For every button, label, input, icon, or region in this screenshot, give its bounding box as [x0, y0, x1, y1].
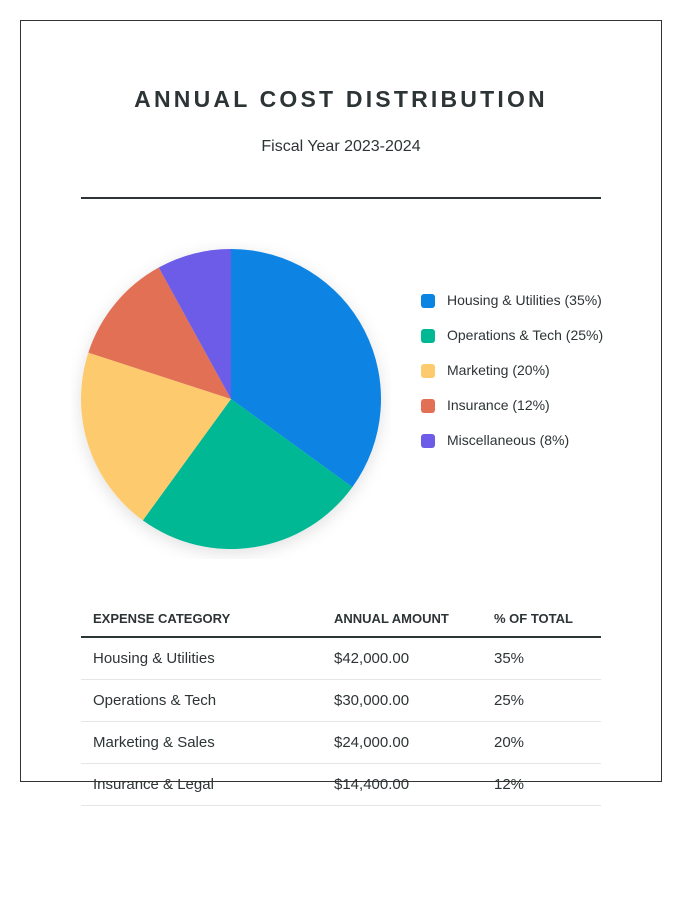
pie-slice-marketing [81, 352, 232, 521]
legend-label: Miscellaneous (8%) [447, 432, 570, 448]
table-header-row: EXPENSE CATEGORY ANNUAL AMOUNT % OF TOTA… [81, 600, 601, 638]
table-row: Insurance & Legal $14,400.00 12% [81, 763, 601, 806]
category-cell: Housing & Utilities [81, 637, 322, 680]
percent-cell: 12% [482, 763, 601, 806]
category-cell: Marketing & Sales [81, 721, 322, 764]
legend-label: Housing & Utilities (35%) [447, 292, 602, 308]
legend-item: Insurance (12%) [421, 394, 611, 417]
legend: Housing & Utilities (35%) Operations & T… [421, 289, 611, 464]
percent-cell: 25% [482, 679, 601, 722]
legend-label: Marketing (20%) [447, 362, 550, 378]
pie-slice-insurance [88, 267, 231, 399]
legend-swatch [421, 328, 435, 343]
column-header: EXPENSE CATEGORY [81, 600, 322, 638]
amount-cell: $14,400.00 [322, 763, 482, 806]
percent-cell: 20% [482, 721, 601, 764]
legend-swatch [421, 293, 435, 308]
legend-swatch [421, 363, 435, 378]
amount-cell: $24,000.00 [322, 721, 482, 764]
legend-item: Marketing (20%) [421, 359, 611, 382]
pie-slice-miscellaneous [158, 249, 231, 399]
chart-subtitle: Fiscal Year 2023-2024 [261, 138, 421, 155]
column-header: ANNUAL AMOUNT [322, 600, 482, 638]
legend-item: Miscellaneous (8%) [421, 429, 611, 452]
table-row: Operations & Tech $30,000.00 25% [81, 679, 601, 722]
chart-title: ANNUAL COST DISTRIBUTION [134, 86, 548, 112]
pie-slice-housing-utilities [231, 249, 381, 488]
column-header: % OF TOTAL [482, 600, 601, 638]
amount-cell: $42,000.00 [322, 637, 482, 680]
amount-cell: $30,000.00 [322, 679, 482, 722]
pie-chart [81, 249, 381, 549]
legend-swatch [421, 398, 435, 413]
table-row: Marketing & Sales $24,000.00 20% [81, 721, 601, 764]
divider [81, 197, 601, 199]
category-cell: Insurance & Legal [81, 763, 322, 806]
pie-slice-operations-tech [142, 399, 353, 549]
legend-item: Operations & Tech (25%) [421, 324, 611, 347]
percent-cell: 35% [482, 637, 601, 680]
table-row: Housing & Utilities $42,000.00 35% [81, 637, 601, 680]
legend-label: Operations & Tech (25%) [447, 327, 604, 343]
legend-item: Housing & Utilities (35%) [421, 289, 611, 312]
expense-table: EXPENSE CATEGORY ANNUAL AMOUNT % OF TOTA… [81, 600, 601, 806]
category-cell: Operations & Tech [81, 679, 322, 722]
legend-label: Insurance (12%) [447, 397, 550, 413]
legend-swatch [421, 433, 435, 448]
